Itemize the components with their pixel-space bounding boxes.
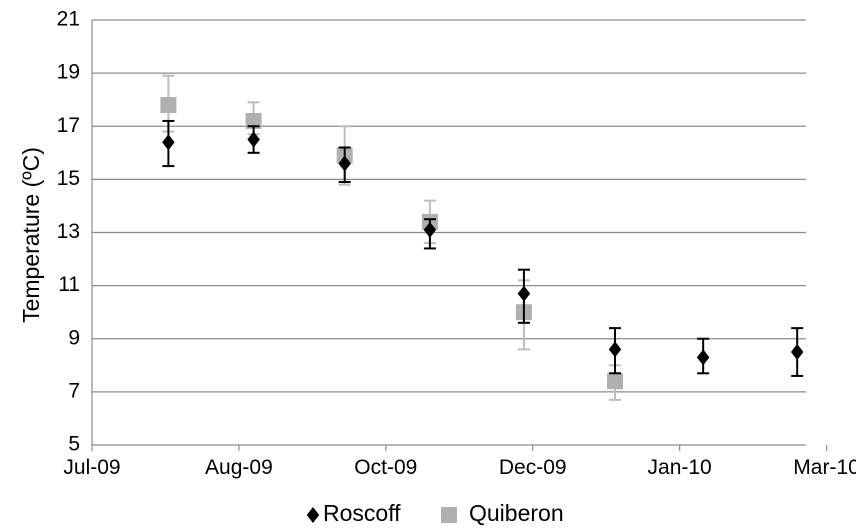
data-point-roscoff <box>162 134 175 151</box>
legend-label-quiberon: Quiberon <box>469 500 564 526</box>
y-tick-labels: 5 7 9 11 13 15 17 19 21 <box>57 8 80 456</box>
data-point-roscoff <box>790 344 804 361</box>
series-layer <box>160 74 804 401</box>
data-point-roscoff <box>423 221 437 238</box>
x-tick-label: Jan-10 <box>648 456 712 479</box>
y-axis-label: Temperature (ºC) <box>18 147 44 323</box>
y-tick-label: 5 <box>68 433 80 456</box>
data-point-quiberon <box>607 373 624 390</box>
data-point-roscoff <box>247 131 260 148</box>
data-point-roscoff <box>338 155 351 172</box>
legend-label-roscoff: Roscoff <box>323 500 401 526</box>
x-tick-label: Aug-09 <box>205 456 273 479</box>
data-point-quiberon <box>245 112 262 129</box>
data-point-roscoff <box>517 285 531 302</box>
y-tick-label: 13 <box>57 220 80 243</box>
data-point-roscoff <box>608 341 622 358</box>
y-tick-label: 7 <box>68 379 80 402</box>
y-tick-label: 9 <box>68 326 80 349</box>
y-tick-label: 11 <box>58 273 80 296</box>
legend-marker-roscoff <box>306 507 320 523</box>
legend: Roscoff Quiberon <box>306 500 564 526</box>
y-tick-label: 21 <box>57 8 80 31</box>
y-tick-label: 15 <box>57 167 80 190</box>
data-point-roscoff <box>696 349 710 366</box>
series-roscoff <box>162 119 804 377</box>
x-tick-label: Mar-10 <box>793 456 856 479</box>
grid-lines <box>92 19 806 393</box>
legend-marker-quiberon <box>441 507 457 523</box>
y-tick-label: 19 <box>57 61 80 84</box>
x-tick-label: Dec-09 <box>499 456 567 479</box>
data-point-quiberon <box>160 97 177 113</box>
x-tick-label: Oct-09 <box>354 456 417 479</box>
axes <box>91 20 828 451</box>
x-tick-label: Jul-09 <box>63 456 120 479</box>
series-quiberon <box>160 74 624 401</box>
y-tick-label: 17 <box>57 114 80 137</box>
x-tick-labels: Jul-09 Aug-09 Oct-09 Dec-09 Jan-10 Mar-10 <box>63 456 856 479</box>
